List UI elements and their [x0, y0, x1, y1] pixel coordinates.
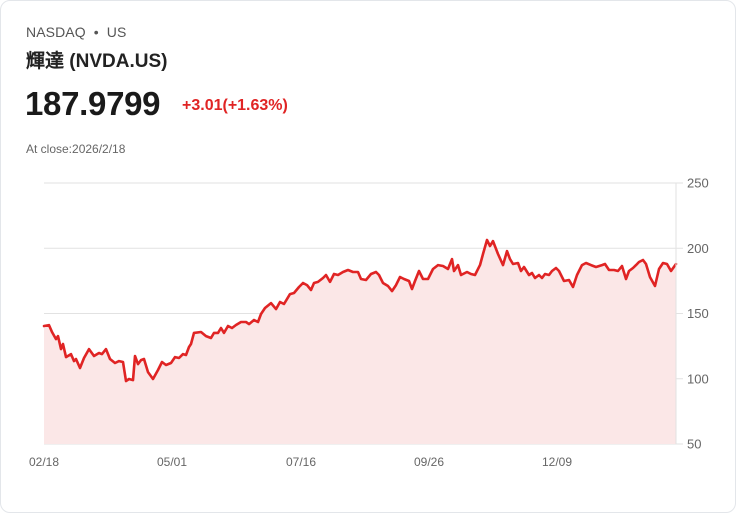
exchange-name: NASDAQ	[26, 24, 86, 40]
y-axis-ticks: 250 200 150 100 50	[687, 176, 709, 452]
y-tick-label: 50	[687, 437, 701, 452]
y-tick-label: 250	[687, 176, 709, 191]
x-tick-label: 07/16	[286, 455, 316, 469]
current-price: 187.9799	[25, 85, 161, 122]
stock-title: 輝達 (NVDA.US)	[26, 51, 168, 72]
x-axis-ticks: 02/18 05/01 07/16 09/26 12/09	[29, 455, 572, 469]
x-tick-label: 09/26	[414, 455, 444, 469]
price-change: +3.01(+1.63%)	[182, 97, 288, 114]
separator-dot: •	[93, 24, 99, 40]
chart-price-line	[42, 238, 678, 383]
close-timestamp: At close:2026/2/18	[26, 142, 126, 156]
chart-area-fill	[44, 240, 676, 444]
x-tick-label: 02/18	[29, 455, 59, 469]
y-tick-label: 200	[687, 241, 709, 256]
x-tick-label: 05/01	[157, 455, 187, 469]
x-tick-label: 12/09	[542, 455, 572, 469]
market-name: US	[106, 24, 127, 40]
y-tick-label: 100	[687, 371, 709, 386]
y-tick-label: 150	[687, 306, 709, 321]
exchange-label: NASDAQ • US	[26, 24, 126, 40]
